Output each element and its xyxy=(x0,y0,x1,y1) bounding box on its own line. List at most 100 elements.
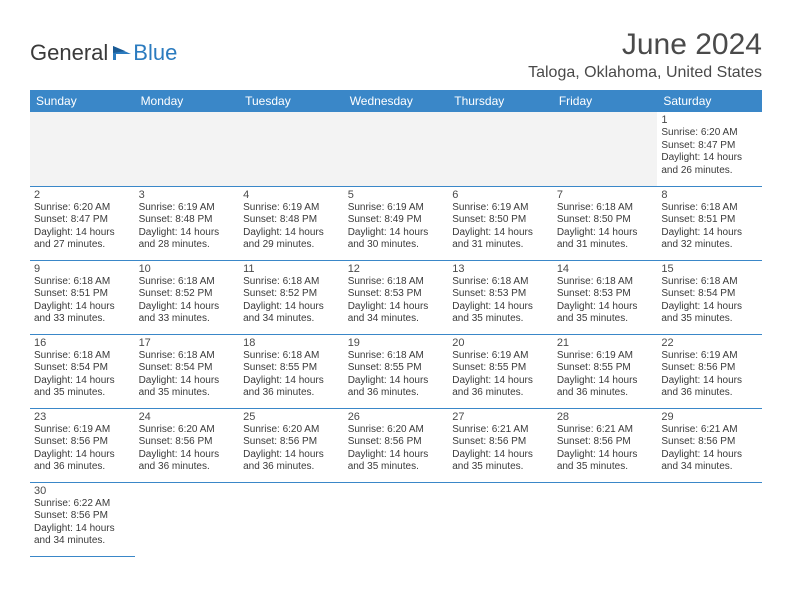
cell-sunrise: Sunrise: 6:18 AM xyxy=(34,350,131,363)
day-number: 14 xyxy=(557,263,654,275)
cell-sunrise: Sunrise: 6:19 AM xyxy=(34,424,131,437)
day-cell: 4Sunrise: 6:19 AMSunset: 8:48 PMDaylight… xyxy=(239,186,344,260)
calendar-table: SundayMondayTuesdayWednesdayThursdayFrid… xyxy=(30,90,762,557)
day-number: 17 xyxy=(139,337,236,349)
cell-daylight2: and 36 minutes. xyxy=(139,461,236,474)
cell-sunrise: Sunrise: 6:20 AM xyxy=(661,127,758,140)
cell-daylight2: and 29 minutes. xyxy=(243,239,340,252)
day-cell: 17Sunrise: 6:18 AMSunset: 8:54 PMDayligh… xyxy=(135,334,240,408)
day-number: 1 xyxy=(661,114,758,126)
cell-daylight2: and 35 minutes. xyxy=(661,313,758,326)
cell-sunrise: Sunrise: 6:18 AM xyxy=(139,350,236,363)
week-row: 16Sunrise: 6:18 AMSunset: 8:54 PMDayligh… xyxy=(30,334,762,408)
day-header: Thursday xyxy=(448,90,553,112)
header: General Blue June 2024 Taloga, Oklahoma,… xyxy=(30,28,762,82)
day-header-row: SundayMondayTuesdayWednesdayThursdayFrid… xyxy=(30,90,762,112)
cell-daylight1: Daylight: 14 hours xyxy=(243,227,340,240)
cell-daylight1: Daylight: 14 hours xyxy=(661,375,758,388)
empty-cell xyxy=(448,112,553,186)
day-cell: 28Sunrise: 6:21 AMSunset: 8:56 PMDayligh… xyxy=(553,408,658,482)
cell-sunrise: Sunrise: 6:18 AM xyxy=(139,276,236,289)
day-number: 11 xyxy=(243,263,340,275)
cell-sunset: Sunset: 8:55 PM xyxy=(243,362,340,375)
cell-sunrise: Sunrise: 6:20 AM xyxy=(348,424,445,437)
cell-sunrise: Sunrise: 6:19 AM xyxy=(243,202,340,215)
day-number: 6 xyxy=(452,189,549,201)
cell-daylight1: Daylight: 14 hours xyxy=(348,301,445,314)
cell-daylight1: Daylight: 14 hours xyxy=(243,375,340,388)
empty-cell xyxy=(553,482,658,556)
cell-daylight2: and 27 minutes. xyxy=(34,239,131,252)
cell-sunrise: Sunrise: 6:21 AM xyxy=(452,424,549,437)
day-cell: 18Sunrise: 6:18 AMSunset: 8:55 PMDayligh… xyxy=(239,334,344,408)
cell-sunset: Sunset: 8:56 PM xyxy=(34,510,131,523)
day-number: 23 xyxy=(34,411,131,423)
cell-sunrise: Sunrise: 6:19 AM xyxy=(557,350,654,363)
cell-daylight1: Daylight: 14 hours xyxy=(34,301,131,314)
cell-daylight1: Daylight: 14 hours xyxy=(139,227,236,240)
cell-daylight1: Daylight: 14 hours xyxy=(452,375,549,388)
cell-daylight2: and 32 minutes. xyxy=(661,239,758,252)
day-cell: 9Sunrise: 6:18 AMSunset: 8:51 PMDaylight… xyxy=(30,260,135,334)
day-number: 10 xyxy=(139,263,236,275)
day-number: 13 xyxy=(452,263,549,275)
cell-sunrise: Sunrise: 6:18 AM xyxy=(348,276,445,289)
cell-sunset: Sunset: 8:53 PM xyxy=(348,288,445,301)
empty-cell xyxy=(553,112,658,186)
cell-daylight2: and 35 minutes. xyxy=(139,387,236,400)
day-number: 3 xyxy=(139,189,236,201)
day-cell: 6Sunrise: 6:19 AMSunset: 8:50 PMDaylight… xyxy=(448,186,553,260)
cell-sunset: Sunset: 8:53 PM xyxy=(557,288,654,301)
cell-sunset: Sunset: 8:56 PM xyxy=(661,436,758,449)
cell-daylight2: and 36 minutes. xyxy=(348,387,445,400)
day-cell: 26Sunrise: 6:20 AMSunset: 8:56 PMDayligh… xyxy=(344,408,449,482)
cell-sunrise: Sunrise: 6:18 AM xyxy=(452,276,549,289)
day-number: 15 xyxy=(661,263,758,275)
day-cell: 16Sunrise: 6:18 AMSunset: 8:54 PMDayligh… xyxy=(30,334,135,408)
cell-daylight1: Daylight: 14 hours xyxy=(661,301,758,314)
cell-sunrise: Sunrise: 6:20 AM xyxy=(243,424,340,437)
day-number: 5 xyxy=(348,189,445,201)
cell-sunrise: Sunrise: 6:19 AM xyxy=(348,202,445,215)
cell-sunset: Sunset: 8:54 PM xyxy=(34,362,131,375)
day-cell: 7Sunrise: 6:18 AMSunset: 8:50 PMDaylight… xyxy=(553,186,658,260)
day-cell: 14Sunrise: 6:18 AMSunset: 8:53 PMDayligh… xyxy=(553,260,658,334)
day-header: Saturday xyxy=(657,90,762,112)
cell-sunset: Sunset: 8:47 PM xyxy=(34,214,131,227)
logo-text-blue: Blue xyxy=(133,40,177,66)
flag-icon xyxy=(113,44,133,65)
day-number: 2 xyxy=(34,189,131,201)
cell-daylight1: Daylight: 14 hours xyxy=(139,301,236,314)
cell-daylight2: and 34 minutes. xyxy=(243,313,340,326)
cell-daylight1: Daylight: 14 hours xyxy=(34,523,131,536)
calendar-head: SundayMondayTuesdayWednesdayThursdayFrid… xyxy=(30,90,762,112)
cell-daylight1: Daylight: 14 hours xyxy=(243,301,340,314)
cell-sunset: Sunset: 8:55 PM xyxy=(348,362,445,375)
day-cell: 21Sunrise: 6:19 AMSunset: 8:55 PMDayligh… xyxy=(553,334,658,408)
day-cell: 20Sunrise: 6:19 AMSunset: 8:55 PMDayligh… xyxy=(448,334,553,408)
day-number: 19 xyxy=(348,337,445,349)
cell-sunrise: Sunrise: 6:20 AM xyxy=(34,202,131,215)
day-number: 8 xyxy=(661,189,758,201)
week-row: 9Sunrise: 6:18 AMSunset: 8:51 PMDaylight… xyxy=(30,260,762,334)
week-row: 30Sunrise: 6:22 AMSunset: 8:56 PMDayligh… xyxy=(30,482,762,556)
title-block: June 2024 Taloga, Oklahoma, United State… xyxy=(528,28,762,82)
cell-sunrise: Sunrise: 6:21 AM xyxy=(557,424,654,437)
day-cell: 15Sunrise: 6:18 AMSunset: 8:54 PMDayligh… xyxy=(657,260,762,334)
cell-daylight2: and 28 minutes. xyxy=(139,239,236,252)
cell-daylight1: Daylight: 14 hours xyxy=(452,449,549,462)
cell-sunset: Sunset: 8:54 PM xyxy=(661,288,758,301)
cell-daylight2: and 30 minutes. xyxy=(348,239,445,252)
day-header: Tuesday xyxy=(239,90,344,112)
day-cell: 27Sunrise: 6:21 AMSunset: 8:56 PMDayligh… xyxy=(448,408,553,482)
day-number: 4 xyxy=(243,189,340,201)
location: Taloga, Oklahoma, United States xyxy=(528,64,762,82)
cell-daylight1: Daylight: 14 hours xyxy=(557,227,654,240)
cell-daylight2: and 36 minutes. xyxy=(661,387,758,400)
empty-cell xyxy=(448,482,553,556)
cell-daylight2: and 26 minutes. xyxy=(661,165,758,178)
cell-sunset: Sunset: 8:52 PM xyxy=(139,288,236,301)
day-cell: 8Sunrise: 6:18 AMSunset: 8:51 PMDaylight… xyxy=(657,186,762,260)
day-number: 27 xyxy=(452,411,549,423)
cell-sunset: Sunset: 8:50 PM xyxy=(557,214,654,227)
